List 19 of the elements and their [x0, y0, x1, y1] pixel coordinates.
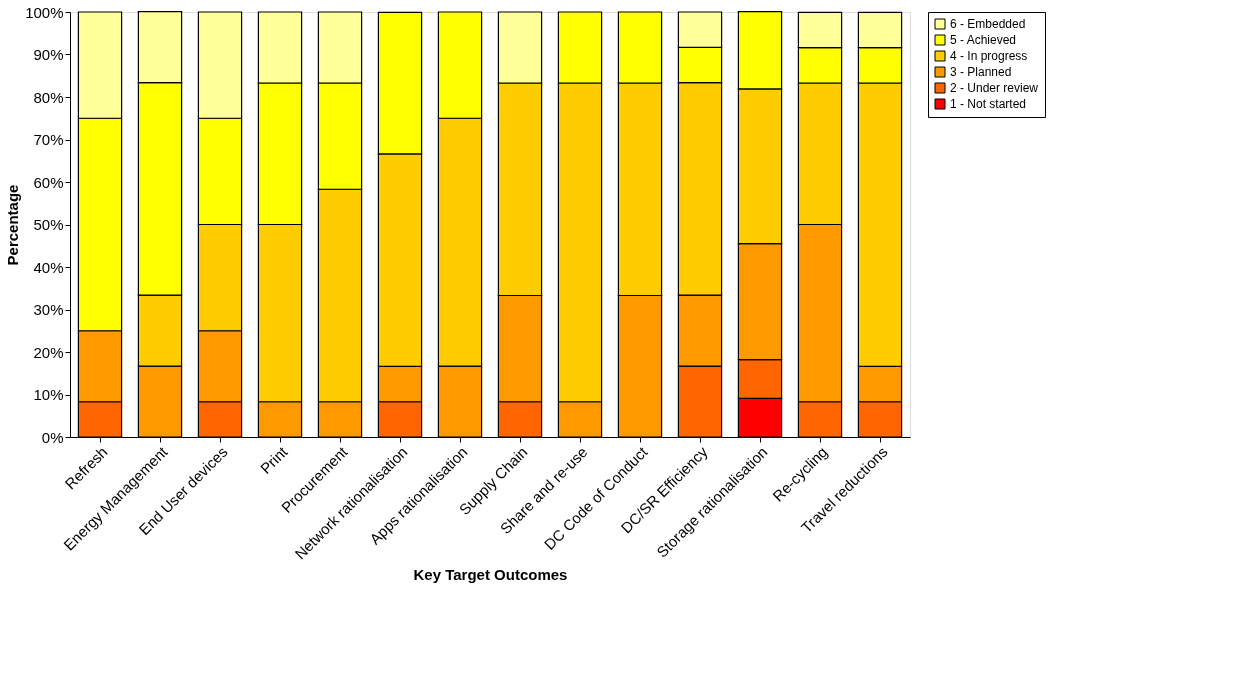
y-tick-label: 60% [33, 173, 64, 191]
y-tick-label: 70% [33, 131, 64, 148]
legend-label: 5 - Achieved [950, 33, 1017, 47]
y-axis-title: Percentage [4, 184, 22, 266]
y-tick-label: 0% [41, 428, 64, 446]
legend-label: 1 - Not started [950, 97, 1027, 111]
y-tick-label: 80% [33, 88, 64, 106]
legend-label: 2 - Under review [950, 81, 1039, 95]
legend-label: 4 - In progress [950, 49, 1028, 63]
y-tick-label: 90% [33, 46, 64, 63]
y-tick-label: 30% [33, 301, 64, 318]
legend-label: 3 - Planned [950, 65, 1012, 79]
y-tick-label: 20% [33, 343, 64, 361]
y-tick-label: 100% [25, 3, 64, 21]
y-tick-label: 10% [33, 386, 64, 403]
y-tick-label: 50% [33, 216, 64, 233]
y-tick-label: 40% [33, 258, 64, 276]
x-axis-title: Key Target Outcomes [413, 566, 568, 584]
legend-label: 6 - Embedded [950, 17, 1026, 31]
